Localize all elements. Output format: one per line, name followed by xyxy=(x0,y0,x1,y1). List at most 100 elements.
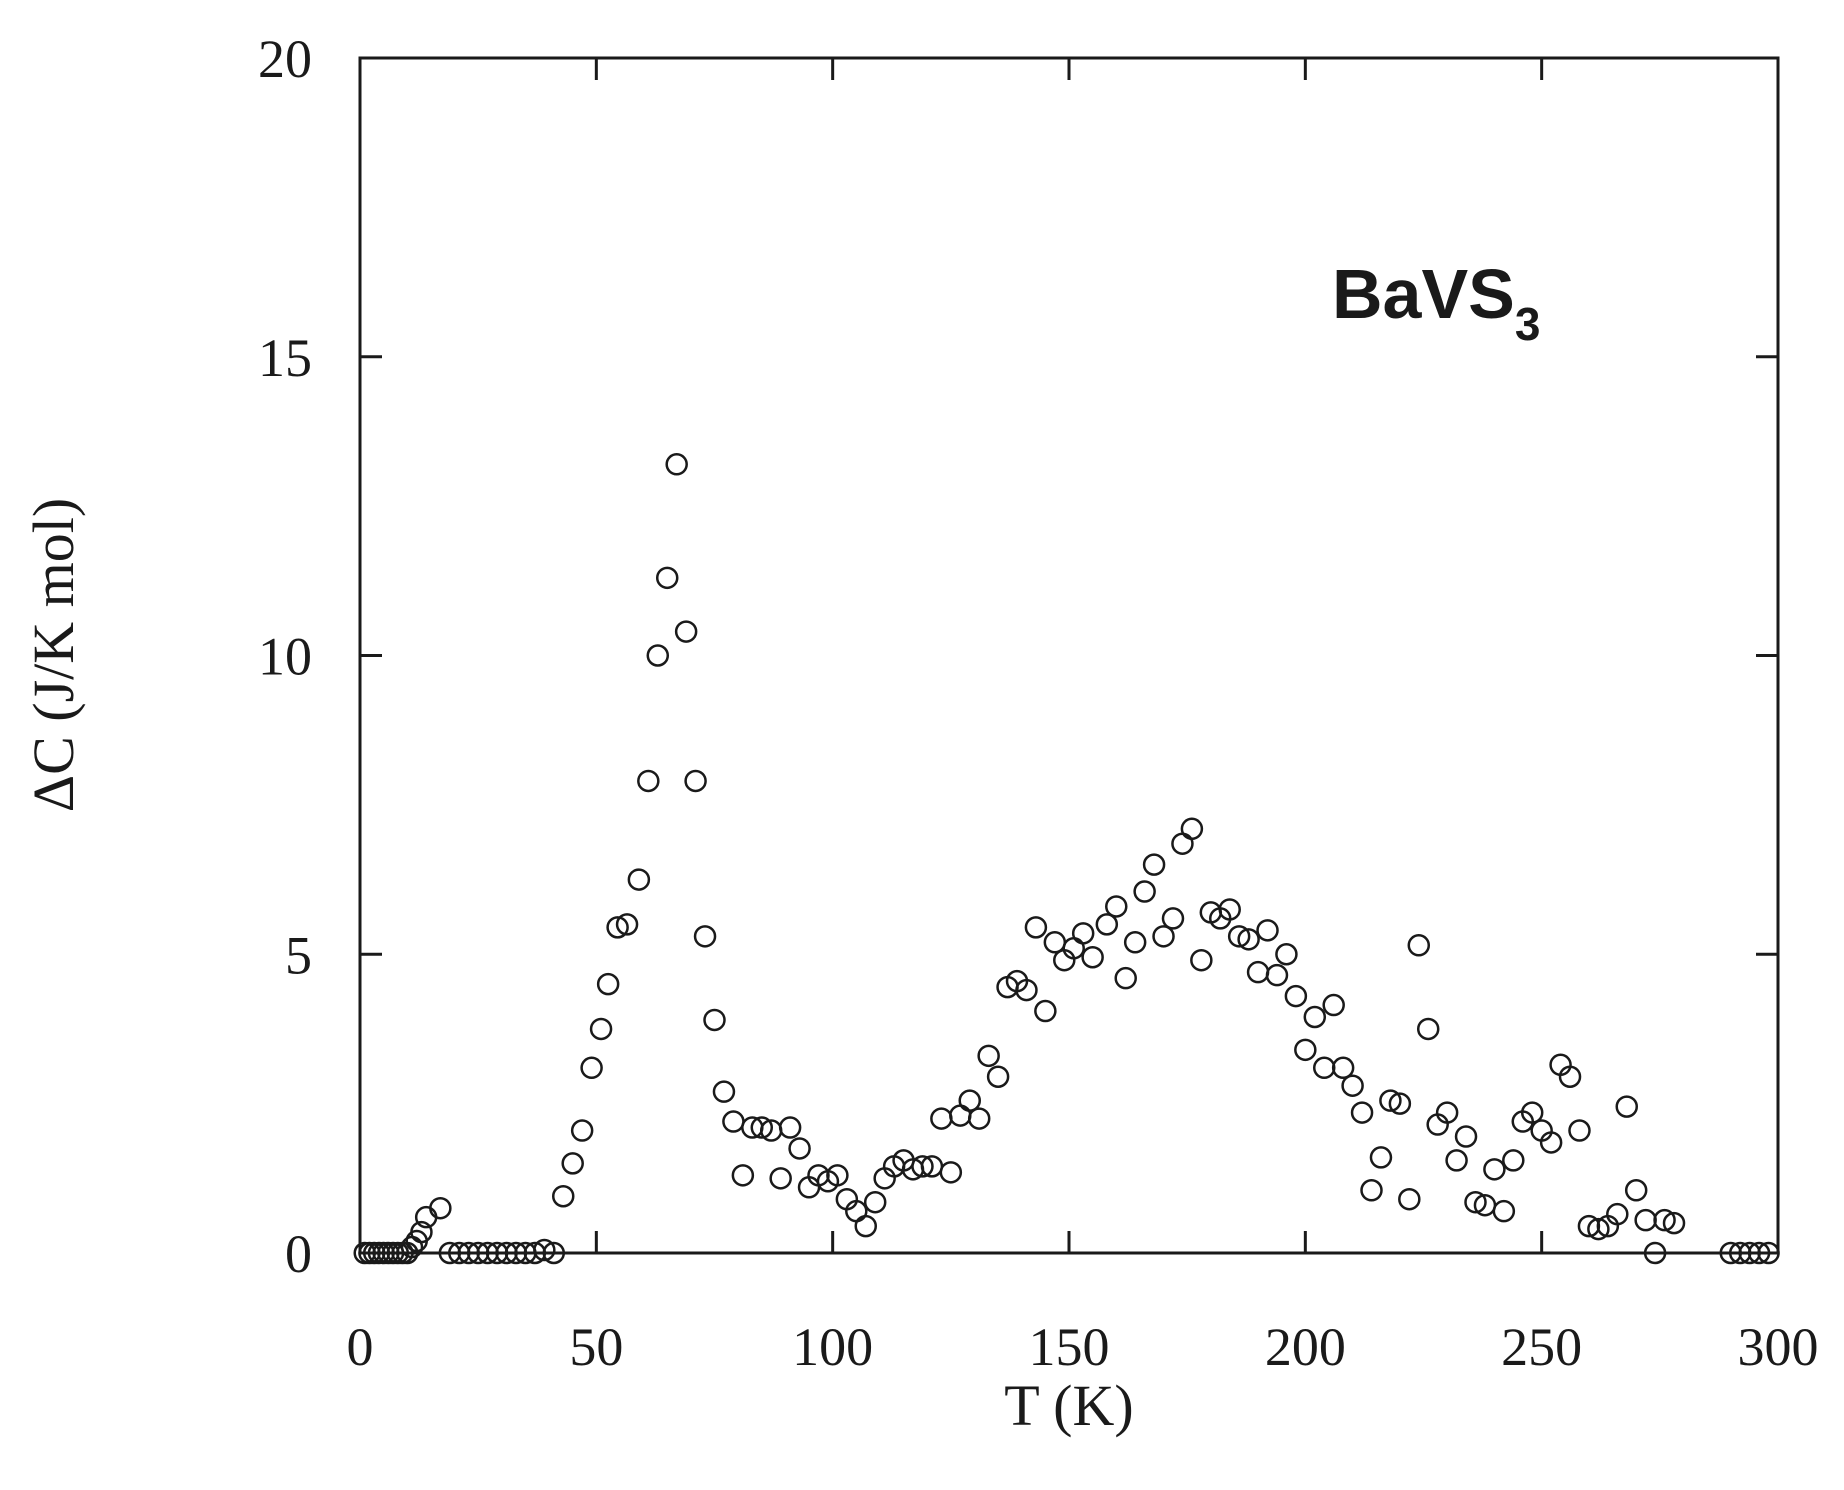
data-point xyxy=(1747,1241,1771,1265)
data-point xyxy=(1218,898,1241,921)
x-tick-label: 100 xyxy=(792,1317,873,1377)
data-point xyxy=(1081,945,1104,969)
data-point xyxy=(1275,943,1298,966)
data-point xyxy=(788,1137,811,1160)
data-point xyxy=(1105,895,1128,918)
data-point xyxy=(958,1089,981,1112)
data-point xyxy=(1350,1101,1374,1124)
data-point xyxy=(1071,922,1095,945)
compound-annotation-base: BaVS xyxy=(1332,255,1515,333)
data-point xyxy=(1369,1146,1393,1169)
data-point xyxy=(1757,1241,1780,1265)
data-point xyxy=(1662,1211,1686,1235)
y-tick-label: 15 xyxy=(258,328,312,388)
data-point xyxy=(712,1080,736,1103)
data-point xyxy=(939,1161,963,1184)
data-point xyxy=(750,1116,774,1139)
data-point xyxy=(911,1155,934,1178)
compound-annotation: BaVS3 xyxy=(1332,255,1540,350)
data-point xyxy=(1445,1149,1468,1172)
data-point xyxy=(1246,960,1270,984)
data-point xyxy=(596,972,620,996)
data-point xyxy=(1520,1101,1544,1124)
data-point xyxy=(1152,925,1175,948)
data-point xyxy=(722,1110,745,1133)
data-point xyxy=(1294,1038,1317,1062)
data-point xyxy=(1483,1158,1506,1181)
data-point xyxy=(637,769,660,793)
data-point xyxy=(1615,1095,1638,1118)
data-point xyxy=(1256,919,1279,942)
y-tick-labels: 0 5 10 15 20 xyxy=(258,29,312,1284)
data-point xyxy=(1237,928,1260,951)
data-point xyxy=(615,913,639,936)
data-point xyxy=(1341,1074,1364,1097)
data-point xyxy=(674,620,698,643)
data-point xyxy=(646,644,670,667)
data-point xyxy=(1171,832,1194,855)
data-point xyxy=(1024,916,1048,939)
data-point xyxy=(826,1164,849,1187)
data-point xyxy=(1416,1017,1440,1041)
data-point xyxy=(769,1167,792,1190)
data-point xyxy=(533,1238,556,1262)
data-point xyxy=(1634,1208,1657,1232)
data-point xyxy=(1624,1179,1648,1202)
data-point xyxy=(693,925,717,948)
data-point xyxy=(1568,1119,1591,1142)
data-point xyxy=(1464,1190,1487,1214)
y-axis-title: ΔC (J/K mol) xyxy=(21,498,86,812)
data-point xyxy=(1653,1208,1676,1232)
data-point xyxy=(561,1152,584,1175)
data-point xyxy=(606,916,629,939)
data-point xyxy=(655,566,679,590)
data-point xyxy=(627,868,651,891)
data-point xyxy=(1180,817,1204,841)
data-point xyxy=(1303,1005,1327,1029)
data-point xyxy=(570,1119,594,1142)
data-point xyxy=(1015,978,1038,1002)
data-point xyxy=(1114,966,1137,990)
data-point xyxy=(1190,948,1213,972)
y-tick-label: 20 xyxy=(258,29,312,89)
compound-annotation-subscript: 3 xyxy=(1515,298,1541,350)
data-point xyxy=(429,1196,452,1220)
y-tick-label: 0 xyxy=(285,1224,312,1284)
data-point xyxy=(551,1184,575,1208)
data-point xyxy=(589,1017,613,1041)
data-point xyxy=(1606,1202,1629,1226)
data-point xyxy=(684,769,707,793)
data-point xyxy=(1407,934,1431,957)
data-point xyxy=(1284,984,1308,1008)
x-tick-label: 150 xyxy=(1029,1317,1110,1377)
data-point xyxy=(1312,1056,1336,1080)
data-point xyxy=(1331,1056,1355,1080)
data-point xyxy=(1398,1187,1421,1211)
data-point xyxy=(1123,931,1147,954)
x-tick-label: 300 xyxy=(1738,1317,1819,1377)
data-point xyxy=(1360,1179,1383,1202)
data-point xyxy=(1095,913,1119,936)
data-point xyxy=(977,1044,1000,1068)
data-point xyxy=(1379,1089,1402,1112)
data-point xyxy=(778,1116,802,1139)
data-point xyxy=(703,1008,726,1032)
data-point xyxy=(1161,907,1185,930)
data-point xyxy=(1388,1092,1412,1115)
data-point xyxy=(1322,993,1345,1017)
data-point xyxy=(1034,999,1057,1023)
data-point xyxy=(967,1107,991,1130)
x-tick-labels: 0 50 100 150 200 250 300 xyxy=(347,1317,1819,1377)
data-point xyxy=(1227,925,1251,948)
y-tick-label: 5 xyxy=(285,925,312,985)
x-tick-label: 250 xyxy=(1501,1317,1582,1377)
data-point xyxy=(1133,880,1156,903)
data-points xyxy=(353,453,1780,1265)
data-point xyxy=(665,453,688,476)
data-point xyxy=(1558,1065,1582,1088)
data-point xyxy=(731,1164,755,1187)
data-point xyxy=(930,1107,953,1130)
data-point xyxy=(1643,1241,1667,1265)
data-point xyxy=(949,1104,972,1127)
